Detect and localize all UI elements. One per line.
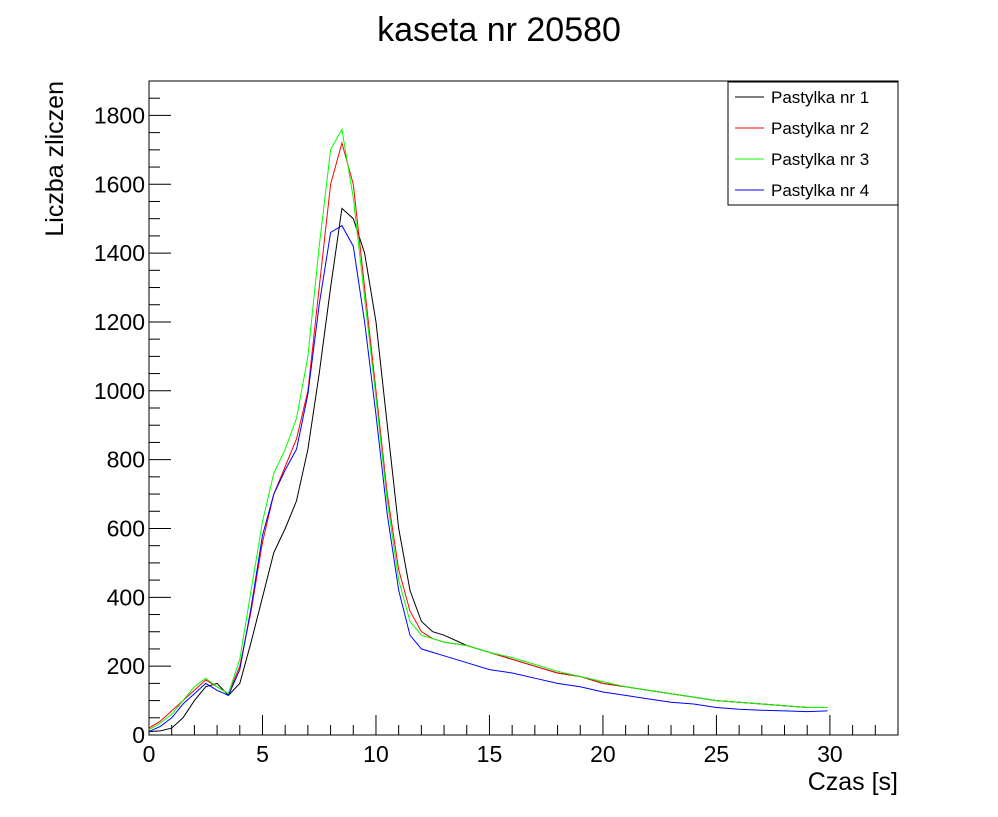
chart-title: kaseta nr 20580 bbox=[377, 11, 621, 49]
y-tick-label: 1600 bbox=[94, 171, 145, 197]
y-tick-label: 600 bbox=[107, 515, 145, 541]
x-tick-label: 10 bbox=[363, 741, 389, 767]
y-tick-label: 1800 bbox=[94, 102, 145, 128]
major-ticks bbox=[148, 114, 831, 736]
series-line-4 bbox=[148, 224, 828, 733]
x-tick-label: 0 bbox=[143, 741, 156, 767]
series-lines bbox=[148, 127, 828, 733]
legend-entries: Pastylka nr 1 Pastylka nr 2 Pastylka nr 3 P… bbox=[735, 88, 869, 200]
x-tick-labels: 0 5 10 15 20 25 30 bbox=[143, 741, 843, 767]
y-tick-label: 1400 bbox=[94, 240, 145, 266]
y-tick-label: 1200 bbox=[94, 309, 145, 335]
y-tick-label: 1000 bbox=[94, 378, 145, 404]
x-tick-label: 25 bbox=[704, 741, 730, 767]
x-tick-label: 20 bbox=[590, 741, 616, 767]
minor-ticks bbox=[149, 97, 876, 735]
legend-label-1: Pastylka nr 1 bbox=[771, 88, 869, 107]
y-axis-label: Liczba zliczen bbox=[41, 81, 69, 237]
x-tick-label: 15 bbox=[477, 741, 503, 767]
y-tick-label: 200 bbox=[107, 653, 145, 679]
y-tick-label: 400 bbox=[107, 584, 145, 610]
y-tick-label: 0 bbox=[132, 722, 145, 748]
y-tick-labels: 0 200 400 600 800 1000 1200 1400 1600 1800 bbox=[94, 102, 145, 748]
legend-label-4: Pastylka nr 4 bbox=[771, 181, 869, 200]
legend: Pastylka nr 1 Pastylka nr 2 Pastylka nr 3 P… bbox=[727, 81, 899, 206]
legend-label-3: Pastylka nr 3 bbox=[771, 150, 869, 169]
series-line-3 bbox=[148, 127, 828, 731]
x-axis-label: Czas [s] bbox=[808, 768, 898, 796]
series-line-1 bbox=[148, 207, 828, 733]
legend-box bbox=[727, 81, 899, 206]
legend-label-2: Pastylka nr 2 bbox=[771, 119, 869, 138]
x-tick-label: 5 bbox=[256, 741, 269, 767]
series-line-2 bbox=[148, 141, 828, 729]
y-tick-label: 800 bbox=[107, 447, 145, 473]
x-tick-label: 30 bbox=[817, 741, 843, 767]
